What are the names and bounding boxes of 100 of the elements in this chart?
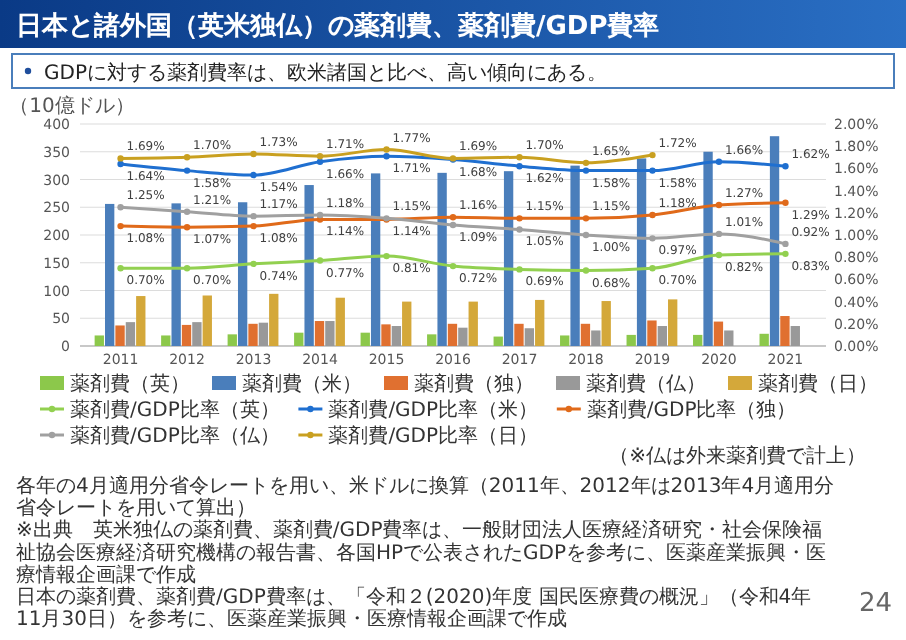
point (582, 215, 590, 222)
point (183, 154, 191, 161)
bar (227, 334, 237, 346)
point (715, 230, 723, 238)
bar (161, 335, 171, 346)
point (782, 199, 789, 207)
bar (402, 301, 412, 346)
legend-label: 薬剤費/GDP比率（独） (586, 398, 797, 422)
point (117, 204, 124, 211)
point (516, 266, 523, 273)
bar (780, 316, 790, 346)
bar (724, 330, 734, 346)
line-series (117, 152, 789, 179)
legend-label: 薬剤費（独） (414, 372, 534, 396)
bar (171, 203, 181, 346)
bar (370, 173, 381, 346)
point (250, 212, 257, 220)
point (183, 167, 191, 174)
point (782, 250, 789, 258)
legend-label: 薬剤費（日） (758, 372, 878, 396)
bar (769, 136, 780, 346)
point (649, 167, 656, 174)
point (516, 162, 523, 170)
point (516, 226, 523, 233)
bar (192, 322, 202, 346)
point (316, 158, 324, 165)
point (250, 260, 257, 268)
legend-label: 薬剤費/GDP比率（仏） (70, 424, 280, 448)
bar (591, 330, 601, 346)
point (715, 201, 723, 209)
point (582, 267, 590, 274)
point (383, 146, 390, 153)
bar (647, 320, 657, 346)
point (250, 150, 257, 158)
legend-label: 薬剤費（英） (70, 372, 190, 396)
bar (524, 328, 535, 346)
chart-subtitle: GDPに対する薬剤費率は、欧米諸国と比べ、高い傾向にある。 (44, 61, 607, 85)
bar (626, 334, 636, 346)
bar (269, 293, 279, 346)
bar (381, 324, 391, 346)
bar (514, 323, 524, 346)
point (649, 151, 656, 159)
bar (713, 321, 724, 346)
bar (360, 332, 370, 346)
legend-label: 薬剤費（仏） (586, 372, 706, 396)
bar (703, 151, 713, 346)
point (316, 152, 324, 160)
point (183, 208, 191, 215)
point (250, 171, 257, 179)
bar (668, 299, 678, 346)
bar (468, 301, 478, 346)
point (649, 211, 656, 219)
bar (314, 321, 325, 346)
bar (601, 301, 611, 346)
bar (560, 335, 570, 346)
point (117, 222, 124, 230)
bar (657, 326, 667, 346)
point (250, 222, 257, 230)
bar (437, 172, 447, 346)
bar (248, 323, 258, 346)
point (715, 251, 723, 259)
point (582, 159, 590, 167)
point (782, 240, 789, 248)
bar (325, 321, 335, 346)
legend-label: 薬剤費（米） (242, 372, 362, 396)
point (183, 224, 191, 231)
point (117, 160, 124, 168)
point (782, 162, 789, 170)
point (449, 214, 457, 221)
text: 24 (858, 589, 892, 620)
point (649, 235, 656, 242)
bar (105, 203, 115, 346)
point (316, 257, 324, 264)
bar (580, 323, 591, 346)
chart-title: 日本と諸外国（英米独仏）の薬剤費、薬剤費/GDP費率 (16, 10, 660, 42)
legend-label: 薬剤費/GDP比率（米） (328, 398, 539, 422)
bar (759, 333, 769, 346)
bar (115, 325, 125, 346)
point (183, 265, 191, 272)
point (449, 262, 457, 270)
point (582, 167, 590, 174)
text: 各年の4月適用分省令レートを用い、米ドルに換算（2011年、2012年は2013年4月適用分省令レートを用いて算出） (16, 474, 835, 521)
point (516, 154, 523, 161)
legend-label: 薬剤費/GDP比率（英） (70, 398, 280, 422)
text: 日本の薬剤費、薬剤費/GDP費率は、「令和２(2020)年度 国民医療費の概況」（令和4年11月30日）を参考に、医薬産業振興・医療情報企画課で作成 (16, 585, 812, 632)
bar (125, 322, 136, 346)
bar (447, 323, 458, 346)
bar (570, 165, 580, 346)
bar (790, 326, 800, 346)
text: ※出典 英米独仏の薬剤費、薬剤費/GDP費率は、一般財団法人医療経済研究・社会保険福祉協会医療経済研究機構の報告書、各国HPで公表されたGDPを参考に、医薬産業振興・医療情報企画課で作成 (16, 518, 827, 587)
bar (202, 295, 212, 346)
bar (493, 336, 503, 346)
bar (304, 185, 314, 346)
point (582, 231, 590, 239)
point (383, 152, 390, 160)
bar (636, 158, 647, 346)
bar (693, 334, 703, 346)
bar (335, 297, 345, 346)
y-axis-title: （10億ドル） (9, 94, 135, 118)
text: （※仏は外来薬剤費で計上） (609, 444, 866, 468)
